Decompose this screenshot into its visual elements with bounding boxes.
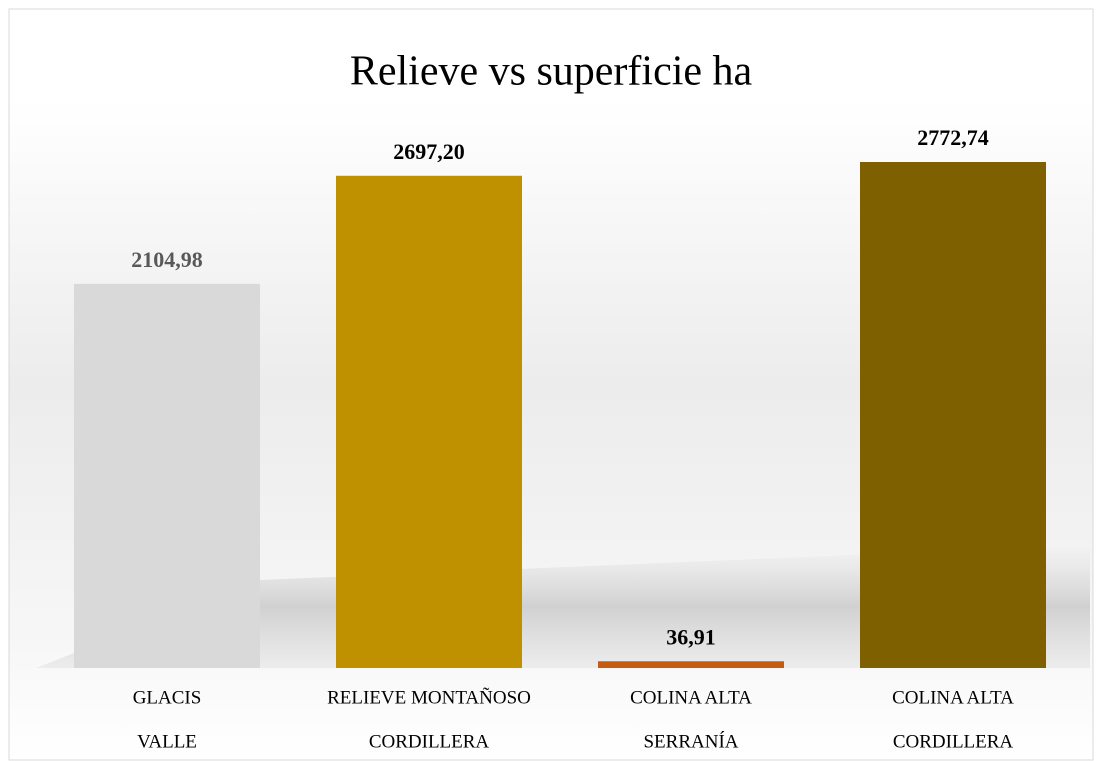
- bar: [336, 175, 522, 668]
- bar: [860, 162, 1046, 668]
- data-label: 36,91: [666, 624, 716, 649]
- data-label: 2697,20: [393, 139, 465, 164]
- bar: [74, 283, 260, 668]
- chart-title: Relieve vs superficie ha: [350, 49, 753, 95]
- x-tick-label: GLACIS: [133, 687, 202, 708]
- data-label: 2772,74: [917, 125, 989, 150]
- x-tick-label: COLINA ALTA: [630, 687, 752, 708]
- bar: [598, 661, 784, 668]
- x-tick-label: RELIEVE MONTAÑOSO: [327, 686, 531, 708]
- floor-shadow: [36, 545, 1090, 668]
- x-tick-label: VALLE: [137, 731, 197, 752]
- x-tick-label: CORDILLERA: [369, 731, 490, 752]
- x-tick-label: CORDILLERA: [893, 731, 1014, 752]
- data-label: 2104,98: [131, 247, 203, 272]
- x-tick-label: SERRANÍA: [643, 730, 738, 752]
- x-tick-label: COLINA ALTA: [892, 687, 1014, 708]
